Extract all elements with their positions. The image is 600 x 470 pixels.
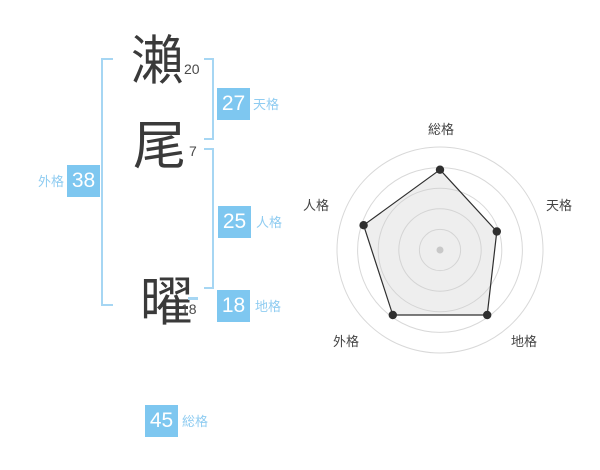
jinkaku-label: 人格 [256, 215, 283, 230]
gaikaku-value-badge: 38 [67, 165, 100, 197]
tenkaku-value-badge: 27 [217, 88, 250, 120]
radar-axis-label-tenkaku: 天格 [546, 198, 573, 213]
stroke-count-1: 20 [184, 61, 200, 77]
radar-chart [336, 146, 544, 354]
jinkaku-value-badge: 25 [218, 206, 251, 238]
jinkaku-bracket [204, 148, 214, 289]
radar-axis-label-jinkaku: 人格 [303, 198, 330, 213]
radar-axis-label-gaikaku: 外格 [333, 334, 360, 349]
stroke-count-3: 18 [181, 301, 197, 317]
gaikaku-label: 外格 [38, 174, 65, 189]
soukaku-label: 総格 [182, 414, 209, 429]
tenkaku-bracket [204, 58, 214, 140]
name-kanji-3: 曜 [140, 273, 193, 332]
radar-axis-label-chikaku: 地格 [511, 334, 538, 349]
name-kanji-1: 瀨 [131, 32, 184, 91]
name-kanji-2: 尾 [133, 117, 186, 176]
radar-axis-label-soukaku: 総格 [428, 122, 455, 137]
chikaku-label: 地格 [255, 299, 282, 314]
stroke-count-2: 7 [189, 143, 197, 159]
chikaku-value-badge: 18 [217, 290, 250, 322]
gaikaku-bracket [101, 58, 113, 306]
tenkaku-label: 天格 [253, 97, 280, 112]
chikaku-tick [188, 297, 198, 300]
soukaku-value-badge: 45 [145, 405, 178, 437]
